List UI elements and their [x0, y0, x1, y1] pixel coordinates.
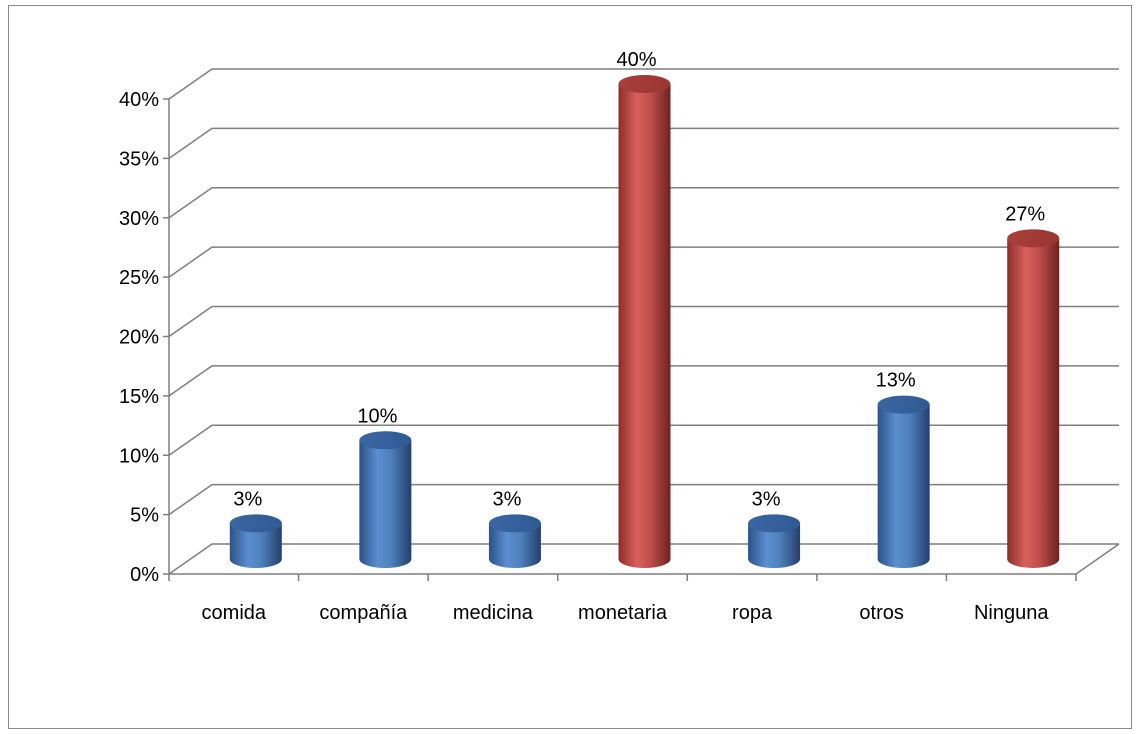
- category-label: medicina: [453, 602, 534, 624]
- bar: [359, 431, 412, 568]
- bar: [229, 514, 282, 568]
- y-tick-label: 20%: [119, 327, 159, 349]
- data-label: 13%: [876, 370, 916, 392]
- gridline: [168, 424, 1119, 456]
- y-tick-label: 0%: [130, 564, 159, 586]
- y-tick-label: 5%: [130, 505, 159, 527]
- category-label: ropa: [732, 602, 773, 624]
- bars: [229, 75, 1060, 568]
- bar: [748, 514, 801, 568]
- gridline: [168, 187, 1119, 219]
- bar-body: [618, 84, 671, 568]
- bar-body: [748, 523, 801, 568]
- bar-body: [229, 523, 282, 568]
- data-label: 3%: [752, 488, 781, 510]
- labels: 0% 5% 10% 15% 20% 25% 30% 35% 40% 3% comida 10% comp…: [119, 49, 1049, 624]
- axes: [163, 98, 1077, 581]
- bar-top: [748, 514, 801, 533]
- gridline: [168, 543, 1119, 575]
- bar-top: [1007, 229, 1060, 248]
- gridline: [168, 483, 1119, 516]
- data-label: 3%: [233, 488, 262, 510]
- bar-top: [618, 75, 671, 93]
- category-label: otros: [859, 602, 903, 624]
- y-tick-label: 15%: [119, 386, 159, 408]
- gridline: [168, 127, 1119, 159]
- data-label: 3%: [492, 488, 521, 510]
- category-label: compañía: [319, 602, 408, 624]
- gridline: [168, 246, 1119, 278]
- gridlines: [168, 68, 1120, 575]
- bar: [1007, 229, 1060, 568]
- bar-body: [877, 404, 930, 568]
- bar-top: [877, 395, 930, 414]
- y-tick-label: 10%: [119, 445, 159, 467]
- y-tick-label: 35%: [119, 148, 159, 170]
- category-label: monetaria: [578, 602, 668, 624]
- y-tick-label: 30%: [119, 208, 159, 230]
- data-label: 27%: [1005, 203, 1045, 225]
- bar-body: [359, 440, 412, 568]
- gridline: [168, 365, 1119, 397]
- bar: [488, 514, 541, 568]
- floor-edge: [1075, 543, 1120, 575]
- chart-frame: 0% 5% 10% 15% 20% 25% 30% 35% 40% 3% comida 10% comp…: [8, 5, 1132, 729]
- gridline: [168, 305, 1119, 338]
- bar-top: [488, 514, 541, 533]
- bar: [618, 75, 671, 568]
- bar: [877, 395, 930, 568]
- bar-top: [359, 431, 412, 450]
- bar-body: [488, 523, 541, 568]
- bar-top: [229, 514, 282, 533]
- gridline: [168, 68, 1119, 100]
- category-label: Ninguna: [974, 602, 1049, 624]
- y-tick-label: 40%: [119, 89, 159, 111]
- data-label: 10%: [357, 405, 397, 427]
- y-tick-label: 25%: [119, 267, 159, 289]
- category-label: comida: [202, 602, 267, 624]
- data-label: 40%: [616, 49, 656, 71]
- bar-body: [1007, 238, 1060, 568]
- bar-chart: 0% 5% 10% 15% 20% 25% 30% 35% 40% 3% comida 10% comp…: [119, 49, 1120, 624]
